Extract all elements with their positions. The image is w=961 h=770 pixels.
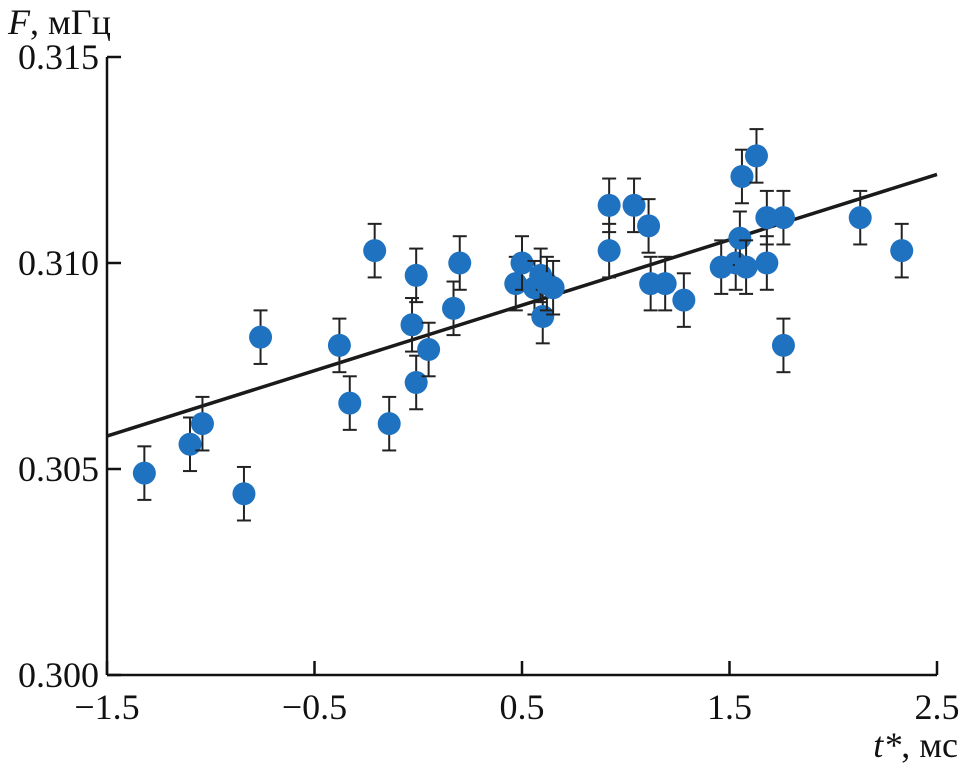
data-point [653,255,677,312]
data-point [442,280,466,337]
point-marker [249,325,273,349]
point-marker [653,272,677,296]
point-marker [404,263,428,287]
point-marker [744,144,768,168]
point-marker [531,305,555,329]
x-tick-label: 2.5 [915,687,960,727]
point-marker [400,313,424,337]
point-marker [232,482,256,506]
data-point [771,317,795,374]
point-marker [848,206,872,230]
fit-line [106,172,938,438]
data-point [363,222,387,279]
point-marker [755,206,779,230]
data-point [448,235,472,291]
data-point [190,395,214,452]
data-point [510,235,534,291]
data-point [890,222,914,279]
y-tick-label: 0.300 [18,655,99,695]
data-point [327,317,351,374]
data-point [132,445,156,501]
point-marker [327,333,351,357]
data-point [672,272,696,328]
data-point [730,148,754,205]
data-point [771,189,795,246]
data-point [404,354,428,411]
point-marker [890,239,914,263]
point-marker [622,193,646,217]
data-point [622,177,646,234]
y-tick-label: 0.310 [18,243,99,283]
data-point [338,375,362,431]
data-point [232,465,256,522]
point-marker [190,412,214,436]
data-point [404,247,428,304]
point-marker [132,461,156,485]
point-marker [597,239,621,263]
x-tick-label: 1.5 [707,687,752,727]
data-points [132,128,914,522]
data-point [734,239,758,295]
point-marker [637,214,661,238]
y-tick-label: 0.305 [18,449,99,489]
y-axis-label: F, мГц [7,2,111,42]
axes: −1.5 −0.5 0.5 1.5 2.5 0.300 0.305 0.310 0.315 [18,37,960,727]
point-marker [178,432,202,456]
point-marker [771,206,795,230]
fit-line-group [106,172,938,438]
point-marker [417,338,441,362]
point-marker [541,276,565,300]
data-point [637,198,661,254]
point-marker [755,251,779,275]
point-marker [730,164,754,188]
data-point [377,395,401,452]
point-marker [734,255,758,279]
x-tick-label: −1.5 [74,687,139,727]
point-marker [597,193,621,217]
data-point [597,222,621,279]
point-marker [338,391,362,415]
point-marker [363,239,387,263]
data-point [744,128,768,184]
data-point [417,321,441,378]
point-marker [377,412,401,436]
point-marker [510,251,534,275]
point-marker [728,226,752,250]
data-point [249,309,273,365]
data-point [400,297,424,353]
point-marker [672,288,696,312]
y-tick-label: 0.315 [18,37,99,77]
point-marker [442,296,466,320]
point-marker [771,333,795,357]
point-marker [404,370,428,394]
data-point [541,259,565,316]
x-tick-label: 0.5 [500,687,545,727]
data-point [848,189,872,246]
x-tick-label: −0.5 [282,687,347,727]
point-marker [448,251,472,275]
x-axis-label: t*, мс [873,725,958,765]
data-point [755,235,779,291]
